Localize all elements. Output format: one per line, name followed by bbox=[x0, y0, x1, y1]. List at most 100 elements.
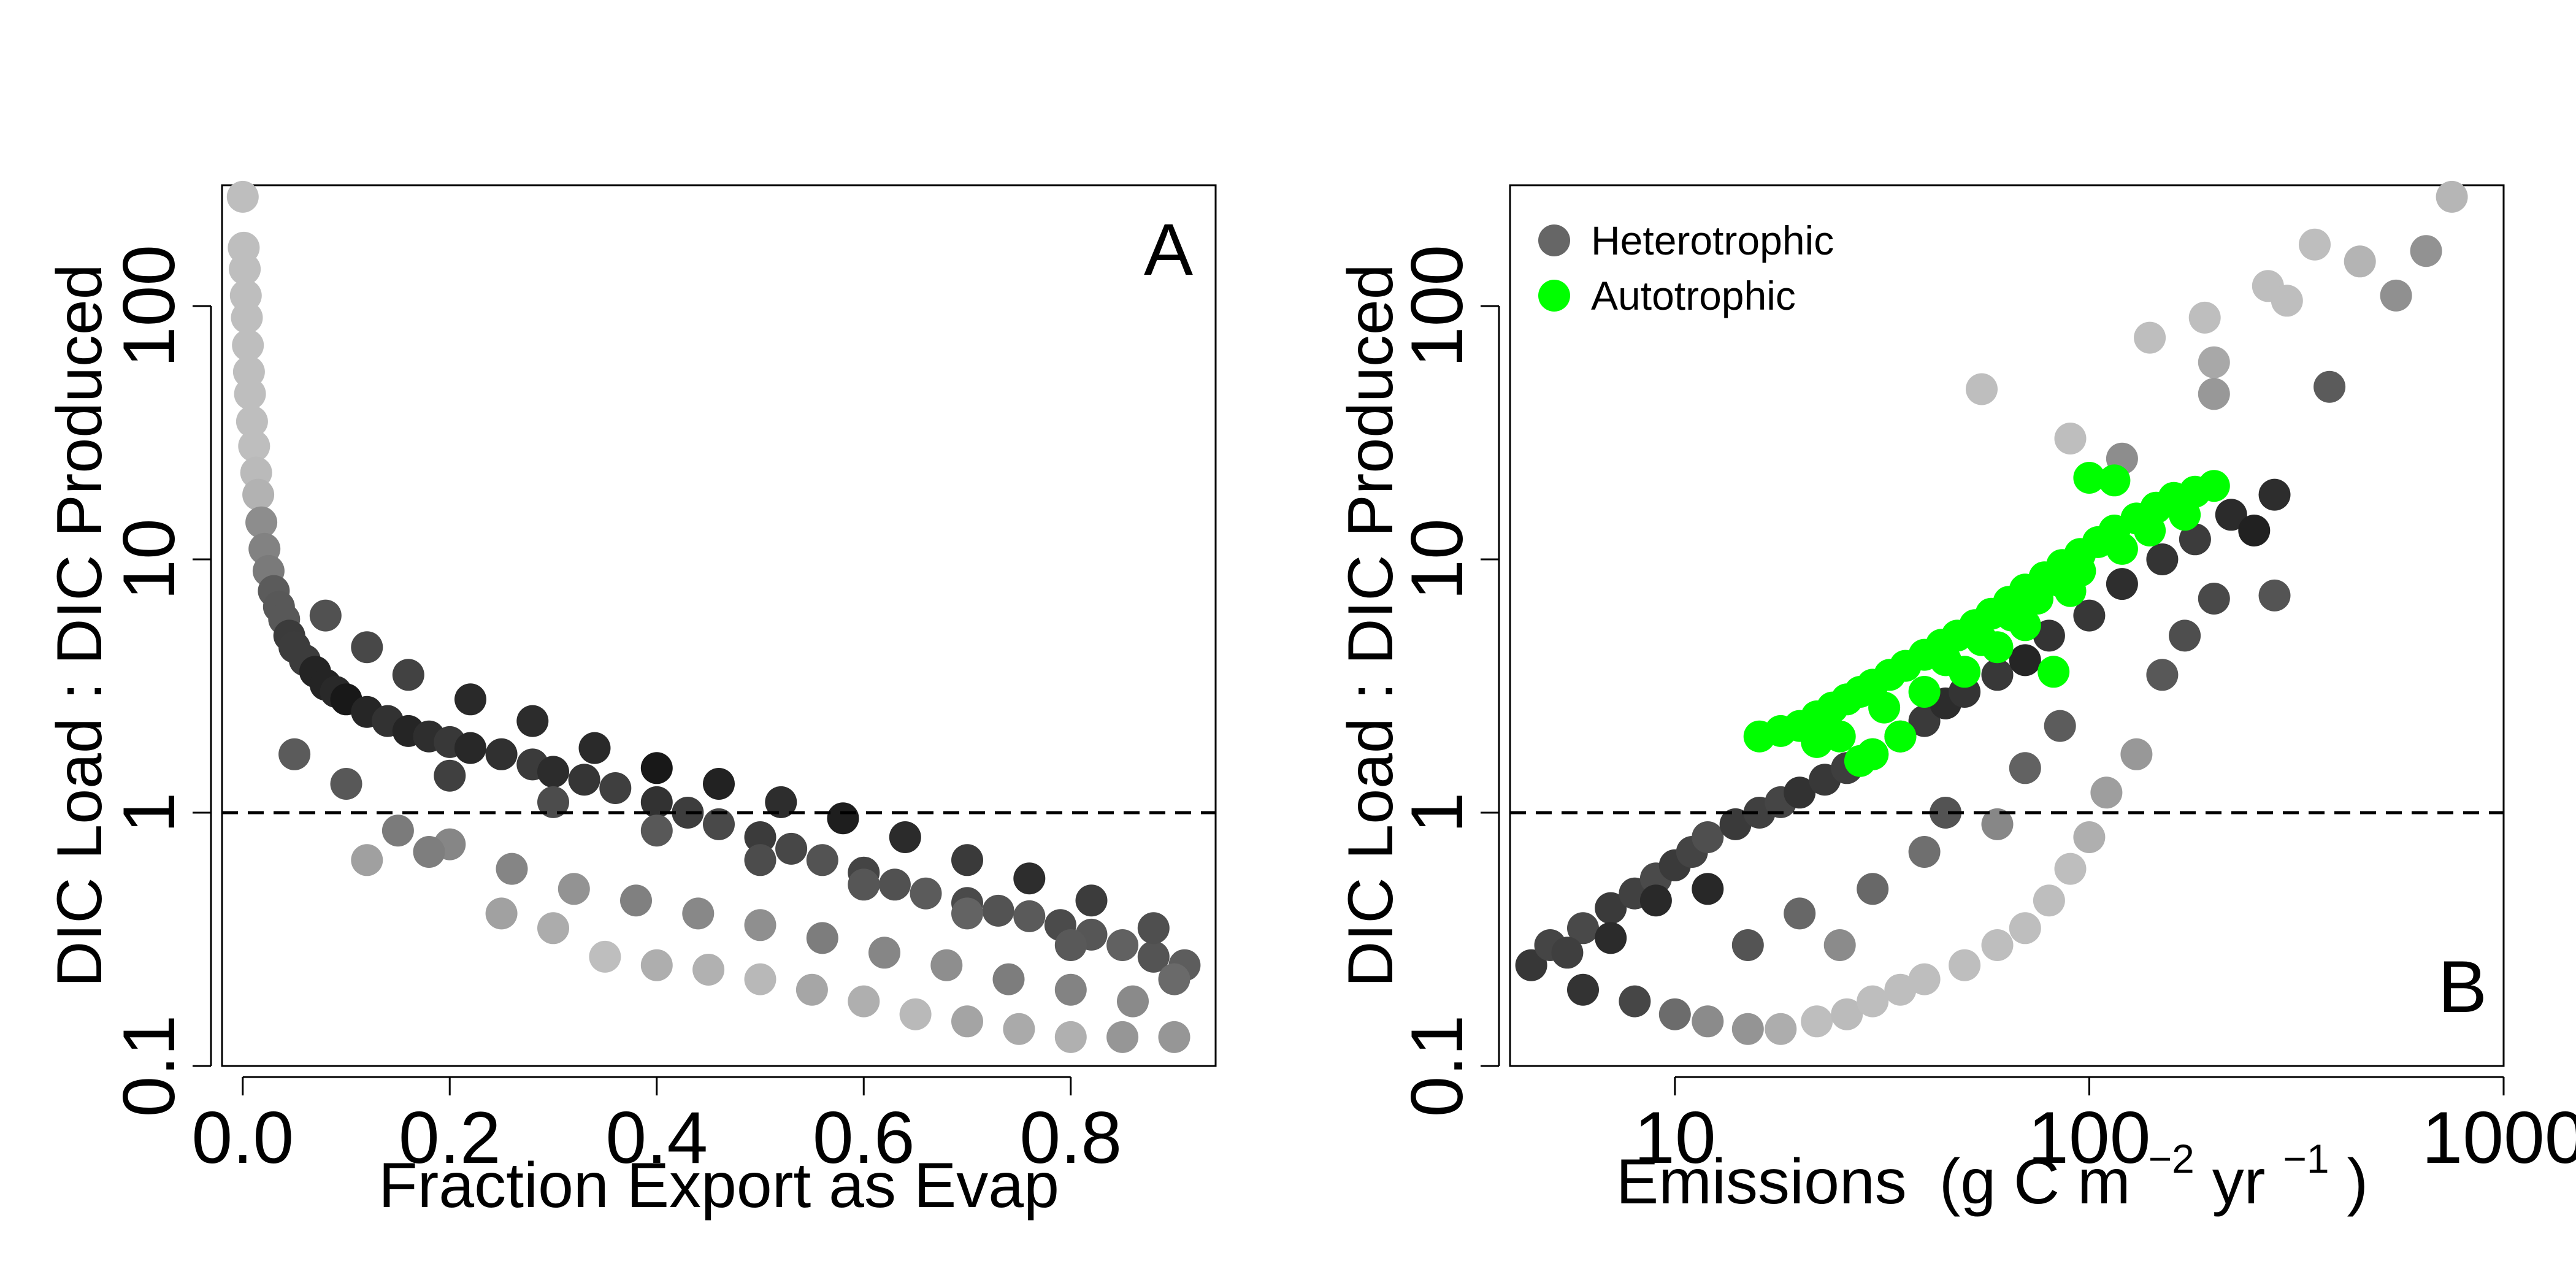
panel-a-point bbox=[232, 329, 264, 361]
heterotrophic-point bbox=[1719, 808, 1752, 840]
panel-a-point bbox=[982, 894, 1014, 927]
heterotrophic-point bbox=[2179, 523, 2211, 556]
x-tick-label: 0.0 bbox=[191, 1097, 294, 1179]
heterotrophic-point bbox=[2073, 821, 2106, 853]
heterotrophic-point bbox=[1567, 973, 1599, 1006]
panel-a-point bbox=[868, 937, 900, 969]
panel-a-point bbox=[496, 853, 528, 885]
heterotrophic-point bbox=[2146, 659, 2179, 691]
heterotrophic-point bbox=[1731, 929, 1764, 961]
y-tick-label: 0.1 bbox=[108, 1015, 190, 1117]
heterotrophic-point bbox=[1908, 963, 1941, 995]
heterotrophic-point bbox=[2054, 423, 2087, 454]
heterotrophic-point bbox=[1639, 884, 1672, 917]
panel-b-y-axis-title: DIC Load : DIC Produced bbox=[1335, 264, 1406, 987]
panel-a-label: A bbox=[1144, 209, 1193, 291]
heterotrophic-point bbox=[1801, 1005, 1833, 1038]
autotrophic-point bbox=[1966, 624, 1998, 656]
heterotrophic-point bbox=[2313, 370, 2346, 403]
heterotrophic-point bbox=[2033, 884, 2065, 917]
panel-a-y-axis-title: DIC Load : DIC Produced bbox=[44, 264, 115, 987]
panel-a-point bbox=[951, 1005, 983, 1038]
autotrophic-point bbox=[2073, 462, 2106, 494]
heterotrophic-point bbox=[1515, 949, 1547, 981]
panel-a-point bbox=[682, 897, 715, 930]
heterotrophic-point bbox=[1930, 797, 1962, 829]
panel-b: 10 100 1000 0.1 1 10 100 B Emissions (g C m −… bbox=[1335, 180, 2576, 1217]
panel-a-point bbox=[1106, 1021, 1139, 1053]
heterotrophic-point bbox=[1831, 998, 1863, 1030]
panel-a-point bbox=[351, 844, 383, 876]
panel-b-x-axis-title-main: Emissions bbox=[1616, 1146, 1907, 1217]
x-tick-label: 100 bbox=[2028, 1097, 2150, 1179]
heterotrophic-point bbox=[2090, 776, 2123, 809]
heterotrophic-point bbox=[2188, 301, 2221, 334]
panel-b-x-axis-title-units-0: (g C m bbox=[1939, 1146, 2131, 1217]
panel-a-point bbox=[381, 815, 414, 847]
panel-a-point bbox=[878, 868, 911, 901]
panel-b-x-axis-title-units-4: ) bbox=[2347, 1146, 2368, 1217]
heterotrophic-point bbox=[1784, 897, 1816, 930]
heterotrophic-point bbox=[1692, 821, 1724, 853]
heterotrophic-point bbox=[2380, 279, 2412, 312]
heterotrophic-point bbox=[2009, 752, 2041, 784]
panel-a-point bbox=[744, 963, 776, 995]
panel-b-x-axis-title-units-2: yr bbox=[2212, 1146, 2266, 1217]
y-tick-label: 1 bbox=[1396, 792, 1478, 834]
y-tick-label: 100 bbox=[1396, 245, 1478, 367]
y-tick-label: 100 bbox=[108, 245, 190, 367]
panel-a-point bbox=[589, 940, 621, 973]
panel-a-point bbox=[640, 752, 673, 784]
heterotrophic-point bbox=[1857, 985, 1889, 1018]
heterotrophic-point bbox=[1949, 949, 1981, 981]
panel-a-point bbox=[744, 844, 776, 876]
heterotrophic-point bbox=[1595, 892, 1627, 924]
panel-a-point bbox=[413, 836, 445, 868]
panel-a-points bbox=[226, 180, 1201, 1053]
legend-label-autotrophic: Autotrophic bbox=[1591, 273, 1796, 318]
panel-a-point bbox=[537, 756, 569, 788]
heterotrophic-point bbox=[2271, 285, 2303, 317]
panel-a-point bbox=[1158, 1021, 1190, 1053]
heterotrophic-point bbox=[2299, 228, 2331, 261]
panel-a-point bbox=[744, 821, 776, 853]
autotrophic-point bbox=[2064, 554, 2096, 587]
x-tick-label: 1000 bbox=[2422, 1097, 2576, 1179]
panel-a-point bbox=[242, 478, 275, 511]
panel-a-point bbox=[1003, 1013, 1035, 1045]
panel-a-point bbox=[827, 802, 859, 835]
heterotrophic-point bbox=[2238, 515, 2271, 546]
panel-a-point bbox=[744, 909, 776, 941]
panel-b-x-axis-title: Emissions (g C m −2 yr −1 ) bbox=[1616, 1122, 2368, 1217]
legend-marker-heterotrophic bbox=[1538, 224, 1570, 256]
legend-label-heterotrophic: Heterotrophic bbox=[1591, 218, 1834, 263]
heterotrophic-point bbox=[2073, 599, 2106, 632]
panel-a-point bbox=[620, 884, 652, 917]
panel-a-point bbox=[848, 868, 880, 901]
panel-a-frame bbox=[221, 184, 1217, 1067]
heterotrophic-point bbox=[1692, 1005, 1724, 1038]
heterotrophic-point bbox=[2146, 543, 2179, 575]
y-tick-label: 0.1 bbox=[1396, 1015, 1478, 1117]
panel-a-point bbox=[1137, 940, 1170, 973]
heterotrophic-point bbox=[2009, 644, 2041, 677]
panel-b-legend: Heterotrophic Autotrophic bbox=[1538, 218, 1834, 318]
panel-a-x-axis: 0.0 0.2 0.4 0.6 0.8 bbox=[191, 1076, 1122, 1179]
heterotrophic-point bbox=[2258, 478, 2291, 511]
panel-a-point bbox=[640, 815, 673, 847]
panel-a-point bbox=[889, 821, 921, 853]
heterotrophic-point bbox=[1981, 929, 2014, 961]
heterotrophic-point bbox=[2198, 378, 2230, 410]
panel-a-point bbox=[899, 998, 932, 1030]
panel-a-point bbox=[951, 897, 983, 930]
autotrophic-point bbox=[1930, 644, 1962, 677]
autotrophic-point bbox=[1868, 691, 1901, 724]
heterotrophic-point bbox=[2258, 579, 2291, 611]
heterotrophic-point bbox=[1692, 873, 1724, 905]
autotrophic-point bbox=[1908, 676, 1941, 708]
panel-a-point bbox=[1013, 900, 1046, 932]
panel-b-x-axis-title-units-1: −2 bbox=[2149, 1136, 2195, 1181]
x-tick-label: 10 bbox=[1634, 1097, 1715, 1179]
panel-a-point bbox=[485, 897, 518, 930]
